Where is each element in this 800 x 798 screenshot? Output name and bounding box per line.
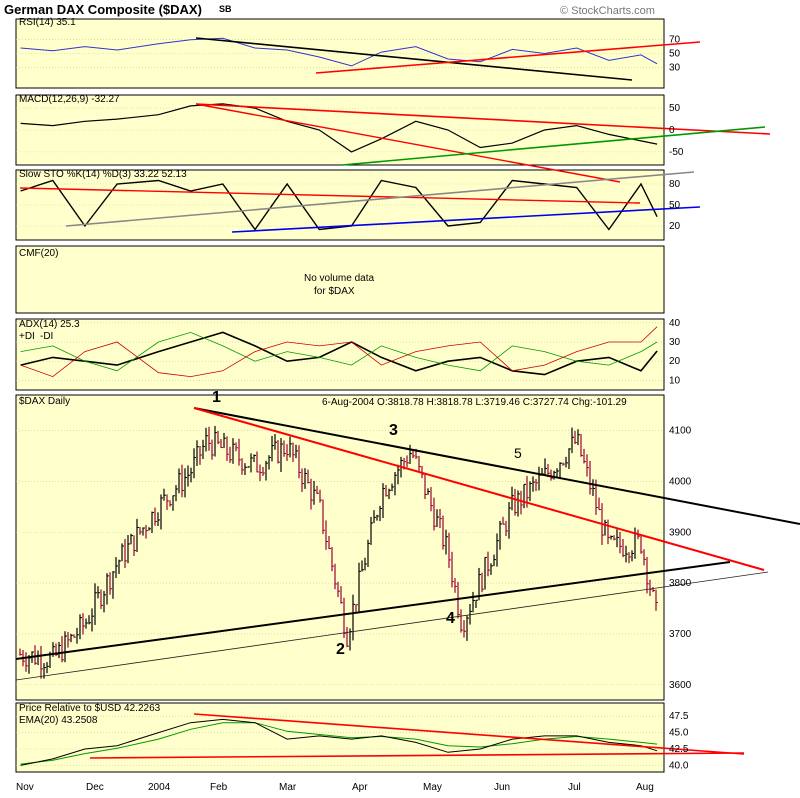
price-thin-support-line [15,571,769,681]
y-tick-label: 10 [669,375,681,386]
wave-label-2: 2 [336,641,345,658]
ohlc-readout: 6-Aug-2004 O:3818.78 H:3818.78 L:3719.46… [322,397,627,408]
panel-backgrounds [15,18,665,773]
price-bars [19,425,658,679]
wave-label-3: 3 [389,422,398,439]
price-red-trendline [193,407,765,571]
chart-title: German DAX Composite ($DAX) [4,2,202,17]
y-tick-label: 0 [669,125,675,136]
wave-label-4: 4 [446,610,455,627]
price-panel [15,394,665,701]
x-axis-label: Apr [352,782,368,793]
y-tick-label: 40 [669,318,681,329]
wave-label-5: 5 [514,445,522,461]
y-tick-label: 40.0 [669,760,689,771]
stoch-trendline-blue [231,206,701,233]
macd-trendline-top [195,103,771,135]
minus-di-label: -DI [40,331,53,342]
x-axis-label: May [423,782,442,793]
relative-trendline-top [193,713,745,755]
y-tick-label: 42.5 [669,744,689,755]
relative-trendline-bottom [89,752,745,759]
y-tick-label: 45.0 [669,728,689,739]
ema-label: EMA(20) 43.2508 [19,715,98,726]
macd-trendline-down [195,103,621,183]
x-axis-labels: Nov Dec 2004 Feb Mar Apr May Jun Jul Aug [16,782,654,793]
y-tick-label: 3600 [669,680,692,691]
rsi-line [20,37,658,67]
macd-label: MACD(12,26,9) -32.27 [19,94,120,105]
y-tick-label: 4100 [669,426,692,437]
minus-di-line [20,326,658,378]
macd-trendline-support [341,126,766,166]
x-axis-label: Feb [210,782,228,793]
price-label: $DAX Daily [19,396,70,407]
cmf-note-2: for $DAX [314,286,355,297]
stoch-trendline-gray [65,171,695,227]
y-tick-label: 50 [669,103,681,114]
y-tick-label: 80 [669,179,681,190]
stoch-label: Slow STO %K(14) %D(3) 33.22 52.13 [19,169,187,180]
ema-line [20,722,658,765]
trendlines [15,37,800,759]
y-tick-label: 30 [669,62,681,73]
stoch-trendline-red [19,187,641,204]
rsi-trendline-up [315,41,701,74]
price-resistance-line [193,407,800,525]
cmf-label: CMF(20) [19,248,58,259]
y-axis-ticks: 70 50 30 50 0 -50 80 50 20 40 30 20 10 4100 4000 3900 38… [669,35,692,772]
y-tick-label: -50 [669,147,684,158]
y-tick-label: 50 [669,200,681,211]
adx-label: ADX(14) 25.3 [19,319,80,330]
cmf-panel [15,245,665,314]
indicator-lines [20,37,658,766]
x-axis-label: Jul [568,782,581,793]
y-tick-label: 3800 [669,578,692,589]
rsi-trendline-down [195,37,633,81]
relative-line [20,718,658,766]
plus-di-label: +DI [19,331,35,342]
y-tick-label: 4000 [669,476,692,487]
price-support-line [15,561,731,660]
x-axis-label: Jun [494,782,510,793]
y-tick-label: 30 [669,337,681,348]
wave-label-1: 1 [212,389,221,406]
x-axis-label: Mar [279,782,297,793]
y-tick-label: 3900 [669,527,692,538]
y-tick-label: 47.5 [669,711,689,722]
x-axis-label: Aug [636,782,654,793]
rsi-label: RSI(14) 35.1 [19,17,76,28]
y-tick-label: 3700 [669,629,692,640]
cmf-note: No volume data [304,273,374,284]
y-tick-label: 20 [669,356,681,367]
x-axis-label: 2004 [148,782,171,793]
macd-line [20,103,658,153]
copyright: © StockCharts.com [560,5,655,17]
adx-panel [15,318,665,391]
exchange-code: SB [219,4,232,14]
y-tick-label: 70 [669,35,681,46]
x-axis-label: Dec [86,782,104,793]
relative-label: Price Relative to $USD 42.2263 [19,703,161,714]
x-axis-label: Nov [16,782,34,793]
y-tick-label: 50 [669,49,681,60]
plus-di-line [20,331,658,372]
y-tick-label: 20 [669,221,681,232]
